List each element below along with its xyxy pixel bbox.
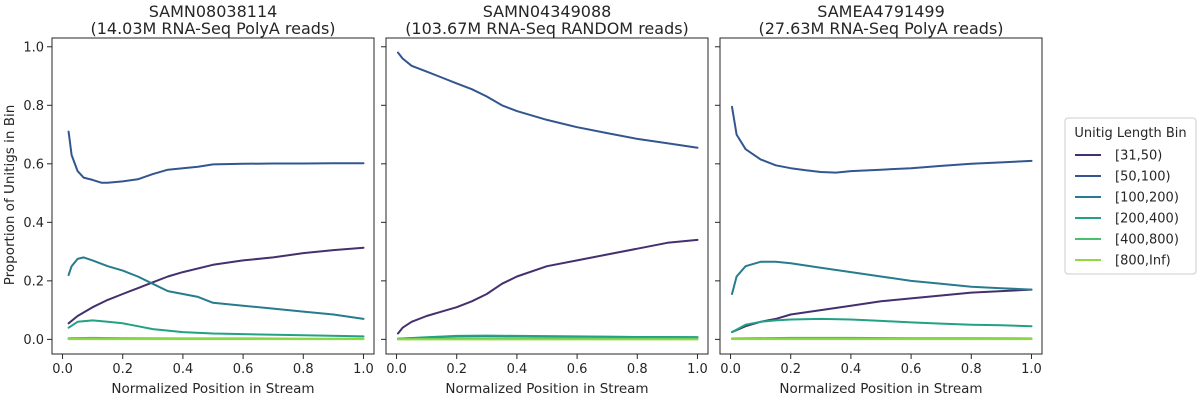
series-line: [397, 51, 699, 149]
y-tick-label: 0.6: [23, 157, 44, 172]
panel-2-x-axis-label: Normalized Position in Stream: [445, 381, 648, 397]
x-tick-label: 0.2: [446, 362, 467, 377]
series-line: [67, 246, 365, 325]
x-tick-label: 0.0: [720, 362, 741, 377]
x-tick-label: 0.2: [112, 362, 133, 377]
series-line: [731, 317, 1033, 334]
panel-3-x-axis-label: Normalized Position in Stream: [779, 381, 982, 397]
x-tick-label: 0.8: [627, 362, 648, 377]
panel-2-title-line1: SAMN04349088: [483, 2, 612, 21]
panel-2-frame: [385, 37, 709, 355]
panel-1-x-axis-label: Normalized Position in Stream: [111, 381, 314, 397]
panel-3-frame: [719, 37, 1043, 355]
legend-entry-label: [31,50): [1115, 149, 1162, 164]
x-tick-label: 0.6: [567, 362, 588, 377]
x-tick-label: 0.8: [293, 362, 314, 377]
y-tick-label: 0.4: [23, 216, 44, 231]
panel-1-frame: [51, 37, 375, 355]
panel-3-title-line2: (27.63M RNA-Seq PolyA reads): [758, 19, 1003, 38]
series-line: [67, 256, 365, 320]
x-tick-label: 0.2: [780, 362, 801, 377]
series-line: [67, 130, 365, 184]
x-tick-label: 1.0: [687, 362, 708, 377]
legend-entry-label: [100,200): [1115, 191, 1179, 206]
series-line: [397, 238, 699, 335]
legend-box: [1064, 117, 1197, 275]
x-tick-label: 0.0: [386, 362, 407, 377]
series-line: [731, 105, 1033, 174]
y-axis-label: Proportion of Unitigs in Bin: [2, 105, 18, 286]
panel-1-title-line2: (14.03M RNA-Seq PolyA reads): [90, 19, 335, 38]
series-line: [67, 319, 365, 338]
panel-3-title-line1: SAMEA4791499: [817, 2, 945, 21]
x-tick-label: 1.0: [353, 362, 374, 377]
x-tick-label: 0.8: [961, 362, 982, 377]
y-tick-label: 0.0: [23, 333, 44, 348]
legend-entry-label: [50,100): [1115, 170, 1171, 185]
series-line: [397, 334, 699, 340]
legend-title: Unitig Length Bin: [1074, 126, 1186, 141]
x-tick-label: 0.6: [233, 362, 254, 377]
legend-entry-label: [800,Inf): [1115, 254, 1171, 269]
x-tick-label: 0.4: [507, 362, 528, 377]
panel-1-title-line1: SAMN08038114: [149, 2, 278, 21]
x-tick-label: 0.4: [841, 362, 862, 377]
series-line: [731, 260, 1033, 295]
x-tick-label: 0.6: [901, 362, 922, 377]
x-tick-label: 1.0: [1021, 362, 1042, 377]
panel-2-title-line2: (103.67M RNA-Seq RANDOM reads): [405, 19, 689, 38]
x-tick-label: 0.4: [173, 362, 194, 377]
y-tick-label: 0.2: [23, 274, 44, 289]
y-tick-label: 1.0: [23, 40, 44, 55]
y-tick-label: 0.8: [23, 99, 44, 114]
x-tick-label: 0.0: [52, 362, 73, 377]
legend-entry-label: [200,400): [1115, 212, 1179, 227]
legend-entry-label: [400,800): [1115, 233, 1179, 248]
